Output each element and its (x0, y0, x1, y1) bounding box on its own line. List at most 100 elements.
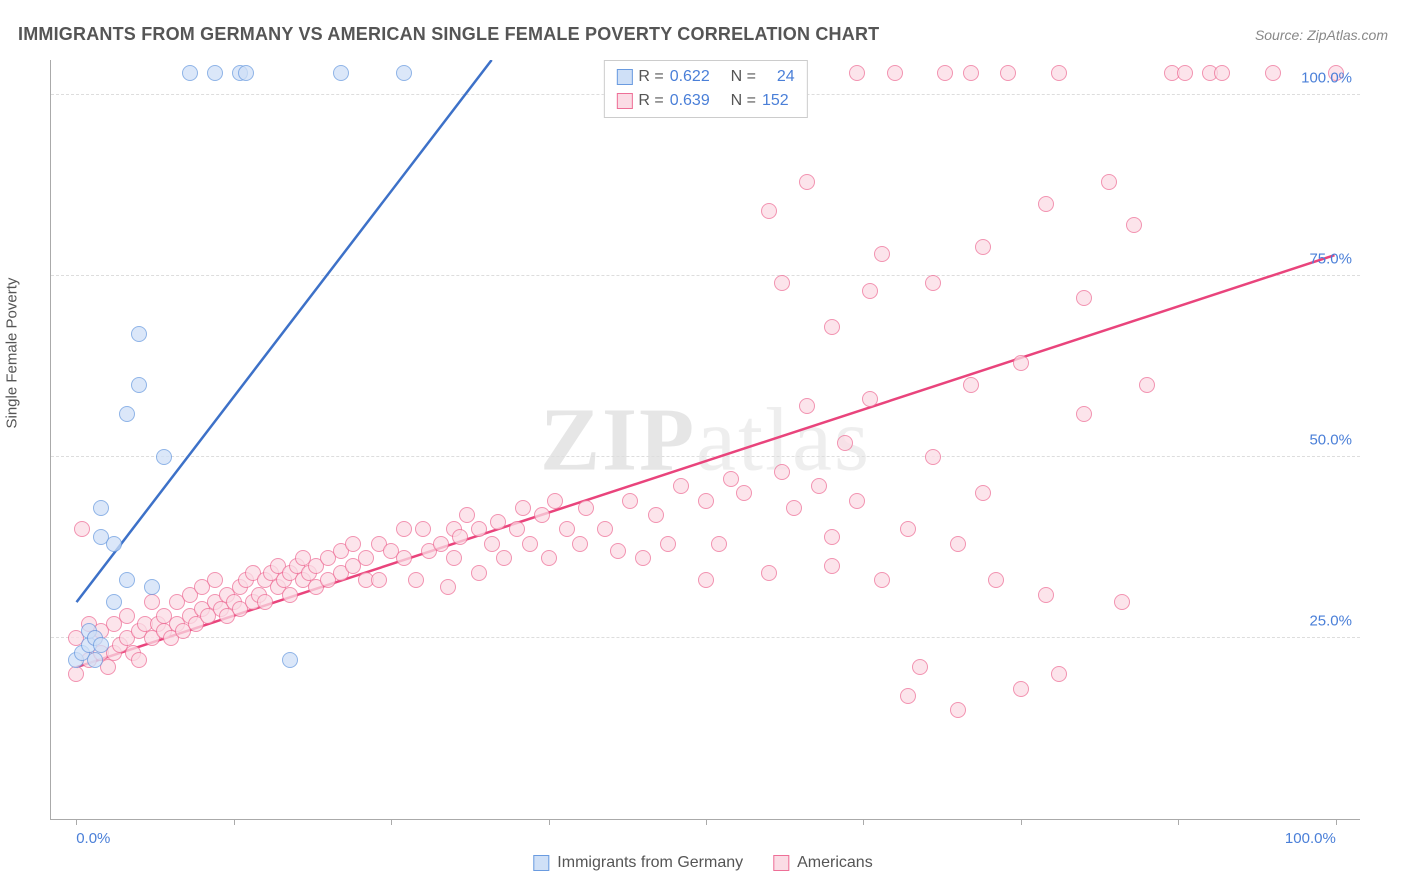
data-point-americans (874, 572, 890, 588)
gridline (51, 275, 1360, 276)
series-legend: Immigrants from Germany Americans (533, 854, 872, 872)
r-label: R = (638, 65, 663, 89)
data-point-germany (131, 326, 147, 342)
data-point-americans (559, 521, 575, 537)
data-point-americans (849, 493, 865, 509)
data-point-americans (74, 521, 90, 537)
data-point-americans (415, 521, 431, 537)
data-point-americans (1076, 406, 1092, 422)
swatch-americans (616, 93, 632, 109)
data-point-americans (471, 565, 487, 581)
data-point-germany (131, 377, 147, 393)
data-point-germany (333, 65, 349, 81)
data-point-americans (950, 702, 966, 718)
data-point-americans (471, 521, 487, 537)
data-point-americans (408, 572, 424, 588)
data-point-americans (1051, 65, 1067, 81)
data-point-germany (238, 65, 254, 81)
data-point-americans (786, 500, 802, 516)
trend-lines (51, 60, 1360, 819)
data-point-americans (572, 536, 588, 552)
data-point-americans (887, 65, 903, 81)
data-point-americans (452, 529, 468, 545)
data-point-americans (648, 507, 664, 523)
data-point-americans (1101, 174, 1117, 190)
x-tick-label: 100.0% (1285, 830, 1336, 847)
n-label: N = (731, 89, 756, 113)
data-point-americans (698, 572, 714, 588)
data-point-americans (660, 536, 676, 552)
y-tick-label: 50.0% (1309, 432, 1352, 449)
plot-area: ZIPatlas R = 0.622 N = 24 R = 0.639 N = … (50, 60, 1360, 820)
data-point-americans (761, 565, 777, 581)
data-point-americans (963, 65, 979, 81)
data-point-americans (799, 174, 815, 190)
data-point-germany (119, 572, 135, 588)
legend-item-americans: Americans (773, 854, 873, 872)
data-point-americans (1177, 65, 1193, 81)
data-point-americans (68, 666, 84, 682)
data-point-americans (345, 536, 361, 552)
data-point-americans (761, 203, 777, 219)
data-point-americans (578, 500, 594, 516)
data-point-americans (635, 550, 651, 566)
data-point-americans (490, 514, 506, 530)
data-point-americans (459, 507, 475, 523)
gridline (51, 456, 1360, 457)
data-point-americans (1126, 217, 1142, 233)
data-point-americans (963, 377, 979, 393)
data-point-americans (900, 688, 916, 704)
r-label: R = (638, 89, 663, 113)
data-point-americans (912, 659, 928, 675)
data-point-americans (1051, 666, 1067, 682)
stats-legend: R = 0.622 N = 24 R = 0.639 N = 152 (603, 60, 807, 118)
data-point-americans (824, 319, 840, 335)
legend-label-americans: Americans (797, 854, 873, 872)
y-tick-label: 100.0% (1301, 70, 1352, 87)
data-point-americans (1000, 65, 1016, 81)
data-point-americans (396, 521, 412, 537)
data-point-germany (207, 65, 223, 81)
data-point-americans (900, 521, 916, 537)
n-value-americans: 152 (762, 89, 789, 113)
data-point-americans (950, 536, 966, 552)
data-point-americans (1013, 681, 1029, 697)
data-point-americans (440, 579, 456, 595)
y-axis-label: Single Female Poverty (4, 278, 21, 429)
x-tick (549, 819, 550, 825)
data-point-americans (723, 471, 739, 487)
source-attribution: Source: ZipAtlas.com (1255, 27, 1388, 43)
data-point-americans (975, 239, 991, 255)
data-point-germany (119, 406, 135, 422)
data-point-americans (144, 594, 160, 610)
data-point-americans (988, 572, 1004, 588)
stats-row-germany: R = 0.622 N = 24 (616, 65, 794, 89)
data-point-americans (371, 572, 387, 588)
x-tick (234, 819, 235, 825)
swatch-germany-icon (533, 855, 549, 871)
data-point-americans (698, 493, 714, 509)
data-point-americans (811, 478, 827, 494)
data-point-americans (824, 558, 840, 574)
data-point-germany (156, 449, 172, 465)
swatch-americans-icon (773, 855, 789, 871)
data-point-americans (1038, 587, 1054, 603)
data-point-americans (711, 536, 727, 552)
data-point-americans (862, 391, 878, 407)
data-point-americans (484, 536, 500, 552)
r-value-americans: 0.639 (670, 89, 710, 113)
data-point-germany (106, 594, 122, 610)
x-tick-label: 0.0% (76, 830, 110, 847)
data-point-americans (541, 550, 557, 566)
data-point-americans (119, 608, 135, 624)
data-point-americans (799, 398, 815, 414)
data-point-americans (673, 478, 689, 494)
data-point-americans (522, 536, 538, 552)
data-point-americans (257, 594, 273, 610)
x-tick (391, 819, 392, 825)
data-point-germany (106, 536, 122, 552)
data-point-germany (144, 579, 160, 595)
data-point-germany (182, 65, 198, 81)
data-point-americans (622, 493, 638, 509)
data-point-germany (87, 652, 103, 668)
